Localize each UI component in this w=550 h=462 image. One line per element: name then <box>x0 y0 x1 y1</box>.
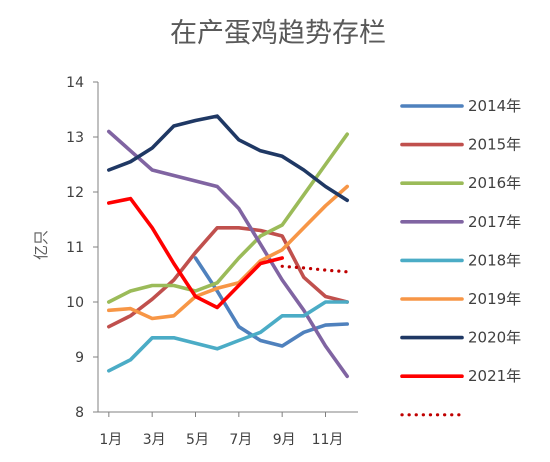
series-line-2019年 <box>107 184 350 321</box>
legend-label: 2014年 <box>468 97 521 115</box>
legend: 2014年 2015年 2016年 2017年 2018年 2019年 2020年 2021年 <box>400 97 521 417</box>
series-line-2020年 <box>107 114 350 203</box>
y-tick-label: 10 <box>66 295 84 311</box>
series-line-2015年 <box>107 226 350 329</box>
series-line-dotted-8 <box>280 264 349 274</box>
x-tick-label: 5月 <box>186 432 209 448</box>
y-tick-label: 12 <box>66 185 84 201</box>
series-line-2021年 <box>107 196 285 310</box>
x-tick-label: 1月 <box>99 432 122 448</box>
chart-title: 在产蛋鸡趋势存栏 <box>170 18 386 49</box>
x-tick-label: 3月 <box>143 432 166 448</box>
series-line-2018年 <box>107 300 350 373</box>
legend-label: 2016年 <box>468 174 521 192</box>
y-axis-label: 亿只 <box>32 230 50 260</box>
y-tick-label: 14 <box>66 75 84 91</box>
series-layer <box>107 114 350 379</box>
legend-label: 2021年 <box>468 367 521 385</box>
x-tick-label: 11月 <box>312 432 344 448</box>
legend-label: 2018年 <box>468 251 521 269</box>
x-tick-label: 9月 <box>273 432 296 448</box>
legend-label: 2017年 <box>468 213 521 231</box>
series-line-2014年 <box>193 256 350 348</box>
y-tick-label: 13 <box>66 130 84 146</box>
y-tick-label: 9 <box>75 350 84 366</box>
series-line-2017年 <box>107 129 350 379</box>
legend-label: 2020年 <box>468 329 521 347</box>
series-line-2016年 <box>107 132 350 304</box>
y-tick-label: 8 <box>75 405 84 421</box>
x-tick-label: 7月 <box>229 432 252 448</box>
legend-label: 2019年 <box>468 290 521 308</box>
legend-label: 2015年 <box>468 136 521 154</box>
y-tick-label: 11 <box>66 240 84 256</box>
axes: 8 9 10 11 12 13 14 1月 3月 5月 7月 9月 11月 <box>66 75 358 448</box>
